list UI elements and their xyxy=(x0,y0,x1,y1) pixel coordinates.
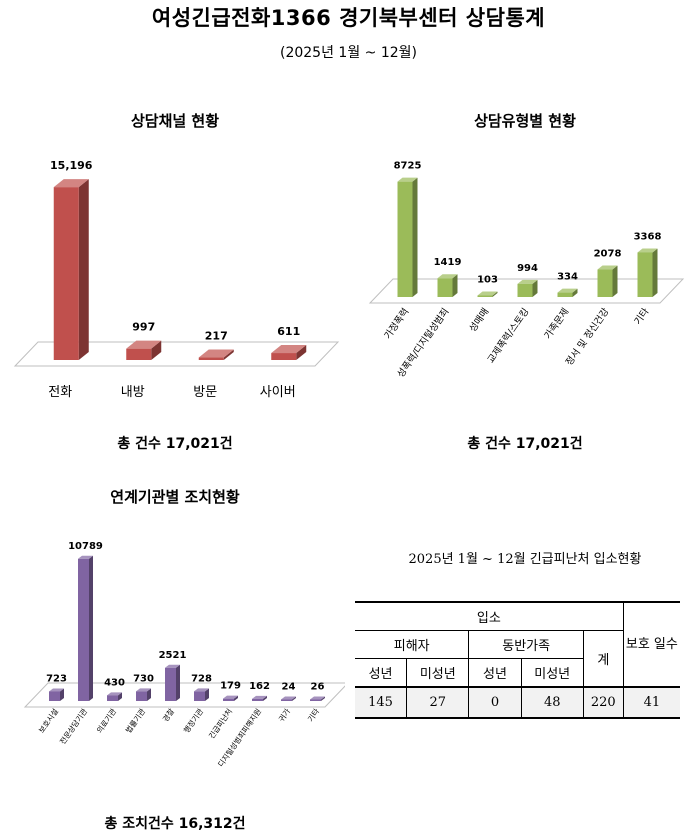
type-value-label-2: 1419 xyxy=(434,257,462,268)
channel-bar-2 xyxy=(126,340,162,360)
cell-total: 220 xyxy=(583,686,624,719)
channel-floor xyxy=(13,341,340,367)
type-category-label-3: 성매매 xyxy=(467,306,491,334)
agency-bar-6 xyxy=(194,688,209,701)
type-chart-title: 상담유형별 현황 xyxy=(474,112,576,130)
channel-bar-chart: 15,196 전화 997 내방 217 방문 611 사이버 xyxy=(13,159,340,400)
agency-bar-2 xyxy=(78,555,93,701)
agency-bar-4 xyxy=(136,688,151,701)
agency-value-label-3: 430 xyxy=(104,677,125,688)
agency-total: 총 조치건수 16,312건 xyxy=(104,816,246,832)
channel-category-label-3: 방문 xyxy=(193,385,217,400)
page-title: 여성긴급전화1366 경기북부센터 상담통계 xyxy=(151,6,546,30)
header-family-minor: 미성년 xyxy=(521,658,584,687)
header-victim-adult: 성년 xyxy=(355,658,408,687)
type-bar-3 xyxy=(477,291,498,297)
agency-bar-3 xyxy=(107,692,122,701)
agency-category-label-10: 기타 xyxy=(306,707,321,724)
agency-value-label-4: 730 xyxy=(133,673,154,684)
agency-value-label-1: 723 xyxy=(46,673,67,684)
type-bar-2 xyxy=(437,274,458,297)
type-category-label-7: 기타 xyxy=(632,306,651,327)
agency-value-label-5: 2521 xyxy=(159,650,187,661)
type-bar-5 xyxy=(557,288,578,297)
agency-bar-chart: 723 보호시설 10789 전문상담기관 430 의료기관 730 법률기관 2521 경찰 72… xyxy=(23,541,345,769)
cell-victim-minor: 27 xyxy=(406,686,470,719)
agency-category-label-2: 전문상담기관 xyxy=(57,706,89,746)
period-subtitle: (2025년 1월 ~ 12월) xyxy=(280,45,417,61)
agency-category-label-7: 긴급피난처 xyxy=(206,706,234,740)
header-victim-minor: 미성년 xyxy=(406,658,470,687)
channel-total: 총 건수 17,021건 xyxy=(117,436,233,452)
header-family-adult: 성년 xyxy=(468,658,522,687)
agency-chart-title: 연계기관별 조치현황 xyxy=(110,488,240,506)
channel-category-label-4: 사이버 xyxy=(260,385,296,400)
agency-category-label-6: 행정기관 xyxy=(181,706,205,734)
type-category-label-6: 정서 및 정신건강 xyxy=(563,306,612,368)
agency-category-label-3: 의료기관 xyxy=(94,706,118,734)
channel-category-label-1: 전화 xyxy=(48,385,72,400)
type-category-label-1: 가정폭력 xyxy=(382,306,412,342)
channel-bar-4 xyxy=(271,345,307,360)
channel-value-label-3: 217 xyxy=(205,330,228,343)
channel-value-label-1: 15,196 xyxy=(50,159,93,172)
agency-value-label-8: 162 xyxy=(249,681,270,692)
agency-category-label-5: 경찰 xyxy=(160,706,176,723)
type-total: 총 건수 17,021건 xyxy=(467,436,583,452)
agency-bar-8 xyxy=(252,695,267,701)
agency-category-label-4: 법률기관 xyxy=(123,706,147,734)
header-total: 계 xyxy=(583,630,624,687)
type-category-label-4: 교제폭력/스토킹 xyxy=(485,306,532,366)
agency-bar-10 xyxy=(310,696,325,701)
channel-bar-1 xyxy=(53,179,89,360)
type-bar-1 xyxy=(397,177,418,297)
type-value-label-4: 994 xyxy=(517,263,538,274)
type-bar-6 xyxy=(597,265,618,297)
header-family: 동반가족 xyxy=(468,630,584,659)
type-value-label-7: 3368 xyxy=(634,231,662,242)
type-value-label-6: 2078 xyxy=(594,249,622,260)
shelter-title: 2025년 1월 ~ 12월 긴급피난처 입소현황 xyxy=(408,552,642,567)
header-protection-days: 보호 일수 xyxy=(623,601,680,687)
channel-bar-3 xyxy=(198,349,234,360)
channel-value-label-2: 997 xyxy=(132,321,155,334)
cell-family-minor: 48 xyxy=(521,686,584,719)
channel-category-label-2: 내방 xyxy=(121,385,145,400)
type-bar-4 xyxy=(517,279,538,297)
agency-value-label-2: 10789 xyxy=(68,541,103,552)
type-value-label-3: 103 xyxy=(477,275,498,286)
agency-bar-9 xyxy=(281,696,296,701)
agency-value-label-9: 24 xyxy=(282,682,296,693)
cell-family-adult: 0 xyxy=(468,686,522,719)
type-value-label-1: 8725 xyxy=(394,161,422,172)
agency-value-label-7: 179 xyxy=(220,681,241,692)
agency-bar-5 xyxy=(165,664,180,701)
type-bar-chart: 8725가정폭력1419성폭력/디지털성범죄103성매매994교제폭력/스토킹3… xyxy=(368,161,685,380)
agency-floor xyxy=(23,682,345,708)
header-admission: 입소 xyxy=(355,601,624,631)
cell-protection-days: 41 xyxy=(623,686,680,719)
agency-category-label-9: 귀가 xyxy=(276,706,292,723)
agency-value-label-6: 728 xyxy=(191,673,212,684)
agency-bar-7 xyxy=(223,695,238,701)
channel-chart-title: 상담채널 현황 xyxy=(130,112,220,130)
type-value-label-5: 334 xyxy=(557,272,578,283)
agency-value-label-10: 26 xyxy=(311,682,325,693)
cell-victim-adult: 145 xyxy=(355,686,408,719)
type-category-label-5: 가족문제 xyxy=(542,306,571,341)
channel-value-label-4: 611 xyxy=(277,325,300,338)
type-bar-7 xyxy=(637,248,658,297)
header-victim: 피해자 xyxy=(355,630,470,659)
agency-bar-1 xyxy=(49,688,64,701)
shelter-table: 입소 보호 일수 피해자 동반가족 계 성년 미성년 성년 미성년 145 27… xyxy=(355,601,680,719)
agency-category-label-1: 보호시설 xyxy=(37,707,60,735)
